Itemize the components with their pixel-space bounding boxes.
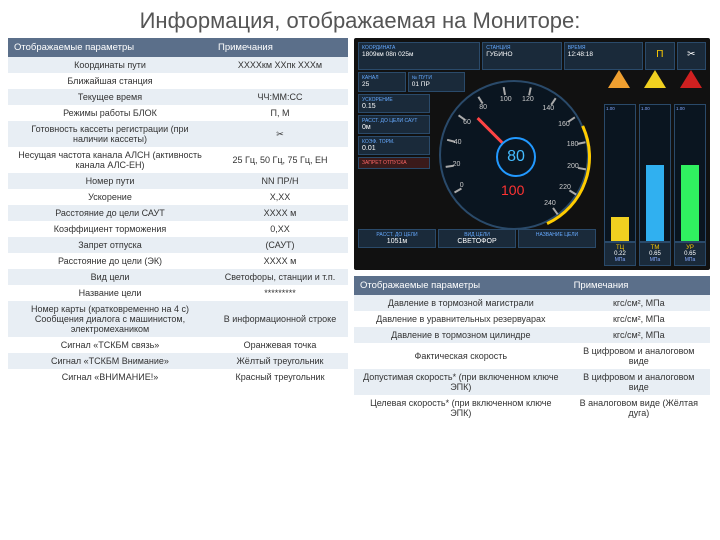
table-cell: Название цели (8, 285, 212, 301)
gauge-scale: 1.00 (641, 107, 650, 112)
pressure-gauge: 1.00ТМ0.65МПа (639, 104, 671, 266)
table-cell: Светофоры, станции и т.п. (212, 269, 348, 285)
table-cell: Целевая скорость* (при включенном ключе … (354, 395, 568, 421)
table-cell: Запрет отпуска (8, 237, 212, 253)
zapret-label: ЗАПРЕТ ОТПУСКА (362, 160, 426, 166)
table-cell: ЧЧ:ММ:СС (212, 89, 348, 105)
dial-tick-label: 180 (567, 141, 579, 148)
dial-tick-label: 220 (559, 184, 571, 191)
table-cell: П, М (212, 105, 348, 121)
gauge-scale: 1.00 (606, 107, 615, 112)
dial-tick-label: 120 (522, 96, 534, 103)
speed-value: 80 (496, 137, 536, 177)
dial-tick-label: 80 (479, 104, 487, 111)
table-cell: кгс/см², МПа (568, 311, 710, 327)
dial-tick-label: 160 (558, 121, 570, 128)
table-cell (212, 73, 348, 89)
table-cell: Ближайшая станция (8, 73, 212, 89)
table-cell: Текущее время (8, 89, 212, 105)
dial-tick-label: 20 (453, 161, 461, 168)
table-cell: Номер карты (кратковременно на 4 с) Сооб… (8, 301, 212, 337)
table-cell: Сигнал «ТСКБМ Внимание» (8, 353, 212, 369)
type-value: СВЕТОФОР (441, 238, 513, 245)
table-cell: X,XX (212, 189, 348, 205)
gauge-unit: МПа (605, 257, 635, 263)
table-cell: XXXX м (212, 253, 348, 269)
dial-tick-label: 200 (567, 163, 579, 170)
table-cell: Режимы работы БЛОК (8, 105, 212, 121)
rasst-label: РАССТ. ДО ЦЕЛИ САУТ (362, 118, 426, 124)
table-cell: Расстояние до цели САУТ (8, 205, 212, 221)
table-cell: Несущая частота канала АЛСН (активность … (8, 147, 212, 173)
t1-h2: Примечания (212, 38, 348, 57)
table-cell: ✂ (212, 121, 348, 147)
dist-value: 1051м (361, 238, 433, 245)
gauge-unit: МПа (640, 257, 670, 263)
page-title: Информация, отображаемая на Мониторе: (0, 0, 720, 38)
table-cell: В информационной строке (212, 301, 348, 337)
table-cell: Давление в тормозной магистрали (354, 295, 568, 311)
table-cell: Готовность кассеты регистрации (при нали… (8, 121, 212, 147)
rec-icon: ✂ (681, 49, 702, 60)
table-cell: 25 Гц, 50 Гц, 75 Гц, ЕН (212, 147, 348, 173)
table-cell: XXXX м (212, 205, 348, 221)
table-cell: Ускорение (8, 189, 212, 205)
params-table-1: Отображаемые параметры Примечания Коорди… (8, 38, 348, 385)
table-cell: Расстояние до цели (ЭК) (8, 253, 212, 269)
dial-tick-label: 60 (463, 119, 471, 126)
table-cell: Коэффициент торможения (8, 221, 212, 237)
dial-tick-label: 140 (542, 105, 554, 112)
mode-value: П (649, 49, 670, 60)
warning-triangle-icon (644, 70, 666, 88)
table-cell: ********* (212, 285, 348, 301)
table-cell: (САУТ) (212, 237, 348, 253)
table-cell: Фактическая скорость (354, 343, 568, 369)
monitor-display: КООРДИНАТА1809км 08п 025м СТАНЦИЯГУБИНО … (354, 38, 710, 270)
warning-triangle-icon (680, 70, 702, 88)
koef-value: 0.01 (362, 145, 426, 152)
warning-triangle-icon (608, 70, 630, 88)
params-table-2: Отображаемые параметры Примечания Давлен… (354, 276, 710, 421)
table-cell: XXXXкм XXпк XXXм (212, 57, 348, 73)
table-cell: Красный треугольник (212, 369, 348, 385)
table-cell: Допустимая скорость* (при включенном клю… (354, 369, 568, 395)
table-cell: Вид цели (8, 269, 212, 285)
table-cell: Координаты пути (8, 57, 212, 73)
pressure-gauge: 1.00ТЦ0.22МПа (604, 104, 636, 266)
station-value: ГУБИНО (486, 51, 557, 58)
pressure-gauge: 1.00УР0.65МПа (674, 104, 706, 266)
dial-tick-label: 0 (460, 182, 464, 189)
t2-h2: Примечания (568, 276, 710, 295)
table-cell: Оранжевая точка (212, 337, 348, 353)
dial-tick-label: 240 (544, 200, 556, 207)
name-label: НАЗВАНИЕ ЦЕЛИ (521, 232, 593, 238)
t2-h1: Отображаемые параметры (354, 276, 568, 295)
target-speed: 100 (501, 182, 524, 198)
table-cell: Жёлтый треугольник (212, 353, 348, 369)
gauge-unit: МПа (675, 257, 705, 263)
table-cell: Давление в уравнительных резервуарах (354, 311, 568, 327)
table-cell: В цифровом и аналоговом виде (568, 369, 710, 395)
dial-tick-label: 100 (500, 96, 512, 103)
table-cell: кгс/см², МПа (568, 295, 710, 311)
speed-dial: 80 100 0 20 40 60 80 100 120 140 160 180 200 220 240 (439, 80, 589, 230)
table-cell: кгс/см², МПа (568, 327, 710, 343)
table-cell: Номер пути (8, 173, 212, 189)
t1-h1: Отображаемые параметры (8, 38, 212, 57)
table-cell: В аналоговом виде (Жёлтая дуга) (568, 395, 710, 421)
table-cell: Давление в тормозном цилиндре (354, 327, 568, 343)
table-cell: Сигнал «ВНИМАНИЕ!» (8, 369, 212, 385)
table-cell: 0,XX (212, 221, 348, 237)
time-value: 12:48:18 (568, 51, 639, 58)
table-cell: Сигнал «ТСКБМ связь» (8, 337, 212, 353)
usk-value: 0.15 (362, 103, 426, 110)
kanal-value: 25 (362, 81, 402, 88)
rasst-value: 0м (362, 124, 426, 131)
dial-tick-label: 40 (454, 139, 462, 146)
table-cell: В цифровом и аналоговом виде (568, 343, 710, 369)
table-cell: NN ПР/Н (212, 173, 348, 189)
gauge-scale: 1.00 (676, 107, 685, 112)
coord-value: 1809км 08п 025м (362, 51, 476, 58)
